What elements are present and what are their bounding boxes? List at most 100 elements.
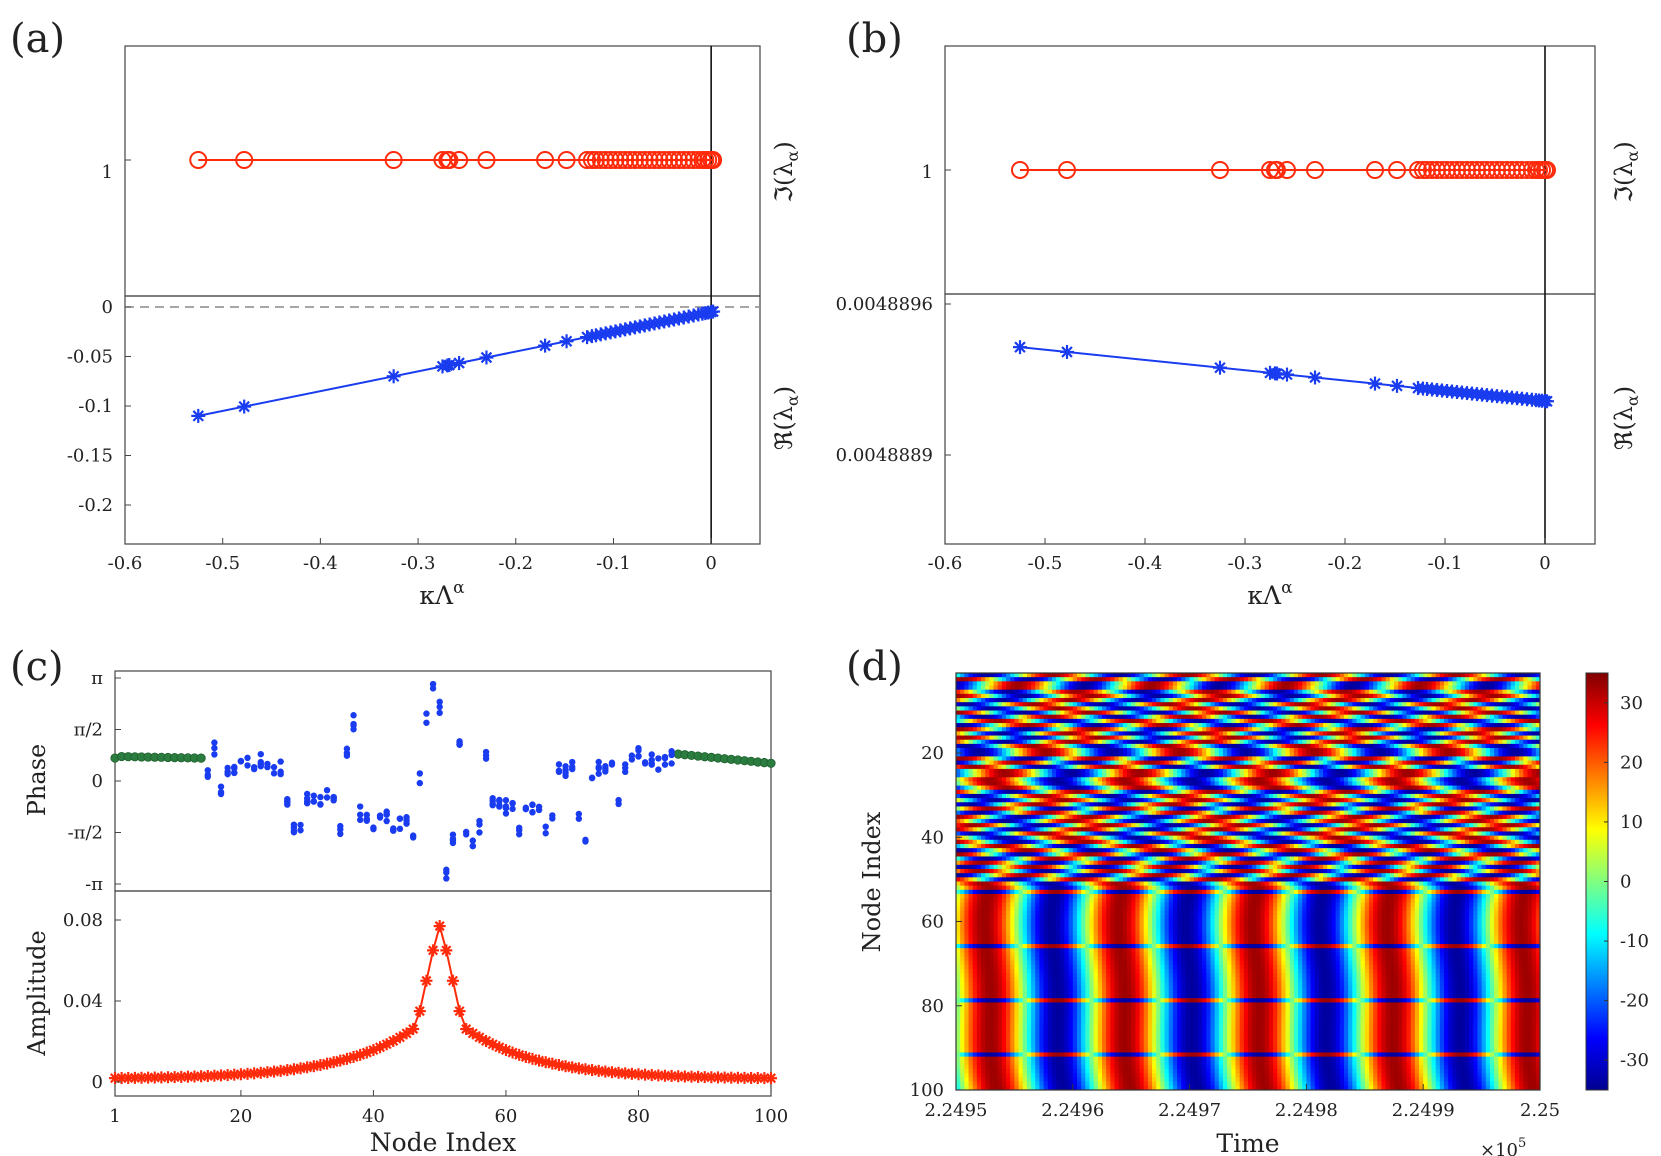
panel-d-heatmap-cell bbox=[1360, 752, 1366, 757]
panel-c-phase-point-interior bbox=[436, 709, 443, 717]
panel-d-heatmap-cell bbox=[1093, 702, 1099, 707]
panel-d-heatmap-cell bbox=[1314, 731, 1320, 737]
panel-d-heatmap-cell bbox=[1081, 760, 1086, 766]
panel-d-heatmap-cell bbox=[1231, 748, 1237, 753]
panel-d-heatmap-cell bbox=[1168, 748, 1174, 753]
panel-d-heatmap-cell bbox=[1156, 698, 1161, 703]
panel-d-heatmap-cell bbox=[1398, 731, 1403, 737]
panel-d-heatmap-cell bbox=[1485, 718, 1491, 724]
panel-d-heatmap-cell bbox=[1506, 764, 1512, 770]
panel-d-heatmap-cell bbox=[1423, 723, 1428, 728]
panel-d-heatmap-cell bbox=[1047, 735, 1053, 741]
panel-c-amplitude-marker-stroke bbox=[414, 1006, 425, 1017]
panel-d-heatmap-cell bbox=[1056, 735, 1061, 741]
panel-d-heatmap-cell bbox=[1402, 702, 1408, 707]
panel-d-heatmap-cell bbox=[1110, 777, 1116, 783]
panel-d-heatmap-cell bbox=[985, 756, 990, 762]
panel-d-heatmap-cell bbox=[1014, 706, 1020, 712]
panel-c-amplitude-marker-stroke bbox=[428, 945, 439, 956]
panel-d-heatmap-cell bbox=[976, 752, 982, 757]
panel-d-heatmap-cell bbox=[989, 698, 995, 703]
panel-d-heatmap-cell bbox=[1356, 739, 1362, 745]
panel-d-heatmap-cell bbox=[1193, 743, 1199, 749]
panel-d-heatmap-cell bbox=[1122, 768, 1128, 774]
panel-d-heatmap-cell bbox=[1348, 748, 1353, 753]
panel-d-heatmap-cell bbox=[1085, 748, 1091, 753]
panel-d-heatmap-cell bbox=[1268, 768, 1274, 774]
panel-d-heatmap-cell bbox=[1473, 731, 1479, 737]
panel-d-heatmap-cell bbox=[1456, 681, 1462, 687]
panel-d-heatmap-cell bbox=[1289, 693, 1295, 699]
panel-d-heatmap-cell bbox=[1285, 739, 1291, 745]
panel-d-heatmap-cell bbox=[1339, 710, 1345, 716]
panel-d-heatmap-cell bbox=[1327, 760, 1333, 766]
panel-d-heatmap-cell bbox=[1156, 693, 1161, 699]
panel-d-heatmap-cell bbox=[1331, 764, 1337, 770]
panel-d-heatmap-cell bbox=[1006, 677, 1011, 682]
panel-d-heatmap-cell bbox=[1193, 777, 1199, 783]
panel-d-heatmap-cell bbox=[1439, 768, 1445, 774]
panel-d-heatmap-cell bbox=[1523, 718, 1529, 724]
panel-d-heatmap-cell bbox=[1031, 723, 1036, 728]
panel-c-amplitude-marker bbox=[433, 920, 446, 933]
panel-d-heatmap-cell bbox=[1114, 768, 1120, 774]
panel-d-heatmap-cell bbox=[964, 735, 970, 741]
panel-d-heatmap-cell bbox=[1122, 752, 1128, 757]
panel-c-amplitude-marker bbox=[413, 1005, 426, 1018]
panel-d-heatmap-cell bbox=[1210, 710, 1216, 716]
panel-d-heatmap-cell bbox=[1506, 735, 1512, 741]
panel-d-heatmap-cell bbox=[1181, 693, 1187, 699]
panel-d-heatmap-cell bbox=[1498, 693, 1504, 699]
panel-d-heatmap-cell bbox=[1394, 702, 1399, 707]
panel-d-heatmap-cell bbox=[1489, 718, 1495, 724]
panel-d-heatmap-cell bbox=[1068, 718, 1074, 724]
panel-d-heatmap-cell bbox=[1306, 718, 1312, 724]
panel-d-heatmap-cell bbox=[1152, 710, 1157, 716]
panel-d-heatmap-cell bbox=[1131, 685, 1136, 691]
panel-d-heatmap-cell bbox=[993, 693, 999, 699]
panel-d-heatmap-cell bbox=[1398, 773, 1403, 778]
panel-d-heatmap-cell bbox=[1039, 685, 1045, 691]
panel-d-heatmap-cell bbox=[1531, 714, 1537, 720]
panel-c-amplitude-marker-stroke bbox=[481, 1035, 492, 1046]
panel-d-heatmap-cell bbox=[1414, 677, 1420, 682]
panel-d-heatmap-cell bbox=[1001, 723, 1007, 728]
panel-d-heatmap-cell bbox=[1072, 706, 1078, 712]
panel-d-heatmap-cell bbox=[1477, 702, 1483, 707]
panel-d-heatmap-cell bbox=[1143, 723, 1149, 728]
panel-d-heatmap-cell bbox=[1243, 685, 1249, 691]
panel-d-heatmap-cell bbox=[1060, 710, 1066, 716]
panel-d-heatmap-cell bbox=[1519, 727, 1524, 732]
panel-d-heatmap-cell bbox=[1419, 718, 1424, 724]
panel-d-heatmap-cell bbox=[1110, 768, 1116, 774]
panel-d-heatmap-cell bbox=[1339, 718, 1345, 724]
panel-d-heatmap-cell bbox=[1314, 723, 1320, 728]
panel-d-heatmap-cell bbox=[981, 768, 986, 774]
panel-d-heatmap-cell bbox=[985, 781, 990, 787]
panel-d-heatmap-cell bbox=[1001, 768, 1007, 774]
panel-d-heatmap-cell bbox=[1218, 748, 1224, 753]
panel-d-heatmap-cell bbox=[1031, 685, 1036, 691]
panel-d-heatmap-cell bbox=[1444, 718, 1449, 724]
panel-d-heatmap-cell bbox=[1156, 677, 1161, 682]
panel-d-heatmap-cell bbox=[1485, 673, 1491, 678]
panel-d-heatmap-cell bbox=[960, 718, 965, 724]
panel-d-heatmap-cell bbox=[1172, 731, 1178, 737]
panel-d-heatmap-cell bbox=[1510, 768, 1516, 774]
panel-d-heatmap-cell bbox=[1469, 735, 1474, 741]
panel-d-heatmap-cell bbox=[1494, 718, 1499, 724]
panel-d-heatmap-cell bbox=[1331, 685, 1337, 691]
panel-d-heatmap-cell bbox=[1089, 685, 1095, 691]
panel-d-heatmap-cell bbox=[1356, 710, 1362, 716]
panel-d-heatmap-cell bbox=[1356, 702, 1362, 707]
panel-d-heatmap-cell bbox=[964, 677, 970, 682]
panel-d-heatmap-cell bbox=[1177, 743, 1182, 749]
panel-d-heatmap-cell bbox=[1431, 768, 1437, 774]
panel-d-heatmap-cell bbox=[1510, 702, 1516, 707]
panel-c-phase-point-interior bbox=[264, 763, 271, 771]
panel-d-heatmap-cell bbox=[964, 768, 970, 774]
panel-d-heatmap-cell bbox=[1285, 681, 1291, 687]
panel-d-heatmap-cell bbox=[1114, 743, 1120, 749]
panel-d-heatmap-cell bbox=[1227, 693, 1232, 699]
panel-d-heatmap-cell bbox=[1306, 723, 1312, 728]
